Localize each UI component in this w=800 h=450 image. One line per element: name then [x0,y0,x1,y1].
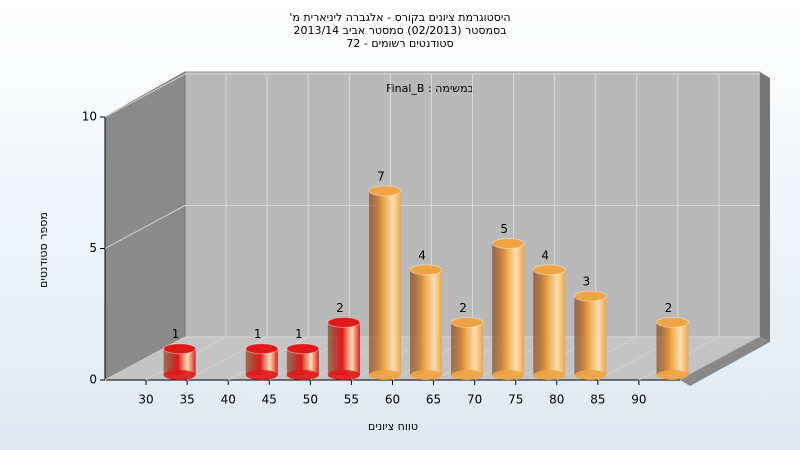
bar-base [574,370,607,380]
bar-base [533,370,566,380]
x-tick-label: 35 [180,393,195,407]
wall-edge [760,72,770,342]
x-tick-label: 45 [262,393,277,407]
floor-edge [680,337,770,386]
bar-base [410,370,443,380]
bar-top [491,238,525,249]
bar-top [450,316,484,328]
bar-base [286,370,319,380]
bar [451,322,484,375]
value-label: 4 [418,248,426,262]
grid-line [186,336,268,381]
value-label: 2 [665,301,673,315]
bar-base [245,370,278,380]
value-label: 1 [254,327,262,341]
bar [533,269,566,375]
bar-top [286,343,320,355]
bar-top [573,290,607,302]
bar-base [163,370,196,380]
value-label: 7 [377,169,385,183]
x-tick-label: 65 [426,393,441,407]
bar-top [655,316,689,328]
bar-top [163,343,197,355]
x-tick-label: 75 [508,393,523,407]
x-tick-label: 50 [303,393,318,407]
bar-base [327,370,360,380]
value-label: 1 [172,327,180,341]
y-axis-label: מספר סטודנטים [37,212,50,288]
value-label: 5 [500,222,508,236]
value-label: 3 [583,275,591,289]
x-tick-label: 70 [467,393,482,407]
value-label: 2 [459,301,467,315]
x-tick-label: 60 [385,393,400,407]
bar [492,243,525,375]
x-tick-label: 55 [344,393,359,407]
title-line: היסטוגרמת ציונים בקורס - אלגברה ליניארית… [289,11,510,24]
annotation: Final_B : במשימה [386,82,474,95]
y-tick-label: 0 [89,373,97,387]
grid-line [104,73,186,118]
bar [368,190,401,375]
x-axis-label: טווח ציונים [368,420,418,433]
grid-line [104,336,186,381]
bar-base [368,370,401,380]
bar-top [368,185,402,197]
bar [410,269,443,375]
bar [327,322,360,375]
value-label: 1 [295,327,303,341]
bar-top [409,264,443,276]
x-tick-label: 90 [631,393,646,407]
bar-base [656,370,689,380]
value-label: 4 [541,248,549,262]
x-tick-label: 85 [590,393,605,407]
bar [574,296,607,375]
x-tick-label: 40 [221,393,236,407]
bar-top [327,316,361,328]
title-line: סטודנטים רשומים - 72 [346,37,453,50]
bar [656,322,689,375]
title-line: בסמסטר (02/2013) סמסטר אביב 2013/14 [293,24,506,37]
y-tick-label: 10 [82,110,97,124]
x-tick-label: 30 [138,393,153,407]
x-tick-label: 80 [549,393,564,407]
grid-line [104,205,186,249]
bar-top [245,343,279,355]
y-tick-label: 5 [89,241,97,255]
bar-base [492,370,525,380]
bar-top [532,264,566,276]
bar-base [451,370,484,380]
value-label: 2 [336,301,344,315]
